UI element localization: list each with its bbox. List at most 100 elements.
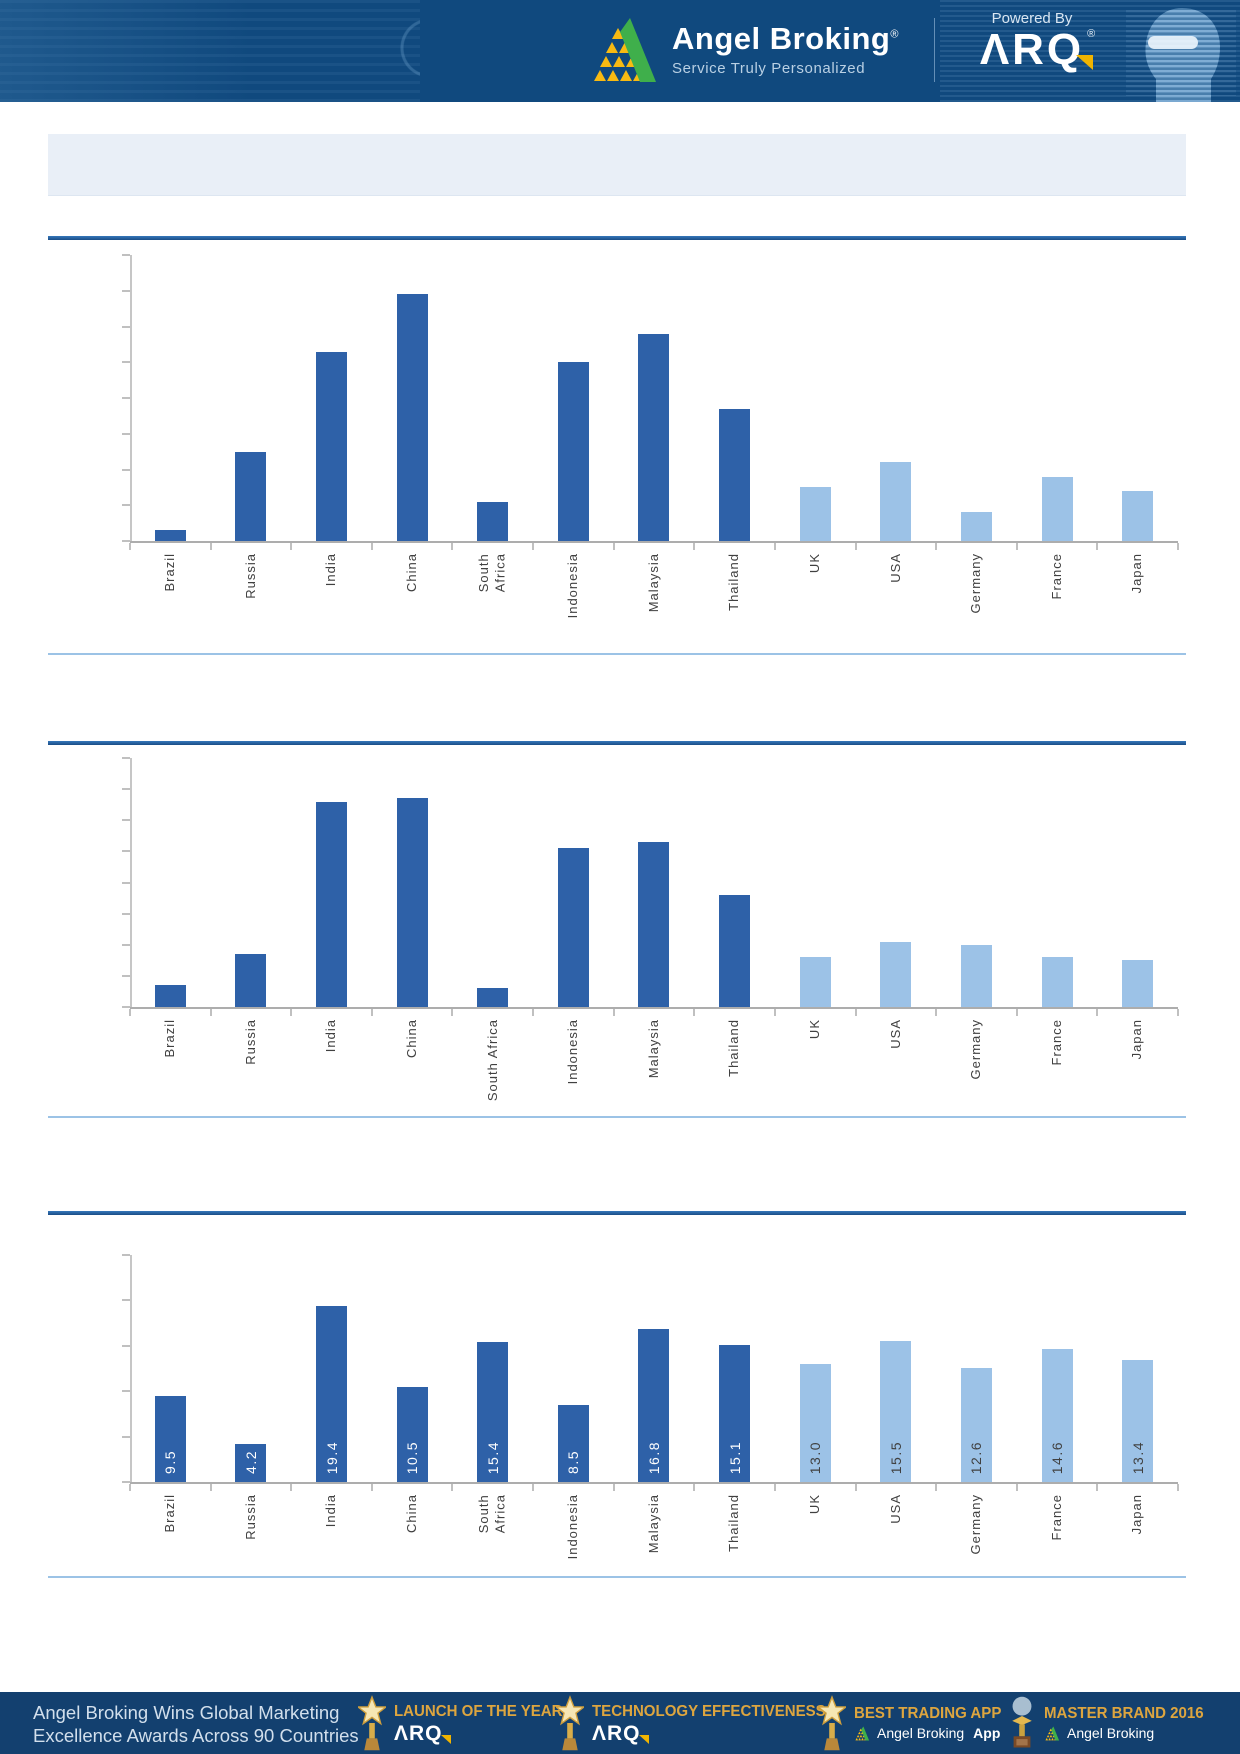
- x-label-slot: Russia: [211, 1488, 292, 1596]
- bar-slot: [533, 758, 614, 1007]
- y-axis-tick: [122, 850, 130, 853]
- star-trophy-icon-wrap: [358, 1695, 386, 1751]
- bar-slot: 12.6: [936, 1255, 1017, 1482]
- x-axis-tick: [1015, 1009, 1018, 1016]
- powered-by-label: Powered By: [991, 10, 1073, 27]
- angel-broking-mini-logo-wrap: [1044, 1725, 1061, 1741]
- x-axis-tick: [1096, 1484, 1099, 1491]
- x-axis-tick: [451, 1009, 454, 1016]
- value-label: 15.4: [484, 1440, 501, 1474]
- bars-container: [130, 255, 1178, 541]
- x-label-slot: France: [1017, 547, 1098, 655]
- bar-slot: [372, 758, 453, 1007]
- award-title: LAUNCH OF THE YEAR: [394, 1702, 563, 1720]
- registered-mark: ®: [890, 28, 899, 41]
- x-axis-tick: [451, 1484, 454, 1491]
- y-axis-tick: [122, 1481, 130, 1483]
- x-label-slot: Indonesia: [533, 547, 614, 655]
- x-axis-tick: [532, 1484, 535, 1491]
- y-axis-tick: [122, 1254, 130, 1256]
- bar-brazil: [154, 985, 186, 1007]
- bar-japan: 13.4: [1122, 1360, 1154, 1482]
- x-axis-label: Brazil: [162, 1019, 178, 1058]
- award-text: MASTER BRAND 2016 Angel Broking: [1044, 1705, 1214, 1741]
- arq-logo: ΛRQ ®: [980, 26, 1095, 73]
- x-label-slot: Thailand: [694, 547, 775, 655]
- arq-logo-small: ΛRQ: [394, 1721, 443, 1745]
- award-item: MASTER BRAND 2016 Angel Broking: [1008, 1695, 1214, 1751]
- bar-slot: [614, 758, 695, 1007]
- x-axis: [130, 541, 1178, 543]
- bar-india: [316, 351, 348, 541]
- x-label-slot: UK: [775, 547, 856, 655]
- brand-name-text: Angel Broking: [672, 20, 891, 56]
- bar-thailand: [719, 894, 751, 1007]
- arq-yellow-notch-icon: [1075, 55, 1093, 71]
- x-label-slot: India: [291, 1488, 372, 1596]
- award-item: LAUNCH OF THE YEAR ΛRQ: [358, 1695, 573, 1751]
- x-axis-tick: [693, 543, 696, 550]
- x-axis-tick: [773, 1484, 776, 1491]
- bar-china: 10.5: [396, 1386, 428, 1482]
- award-brand: ΛRQ: [592, 1723, 841, 1744]
- bar-slot: [694, 255, 775, 541]
- y-axis-tick: [122, 540, 130, 542]
- x-axis-label: Brazil: [162, 553, 178, 592]
- bar-slot: 16.8: [614, 1255, 695, 1482]
- x-label-slot: Thailand: [694, 1488, 775, 1596]
- x-label-slot: Germany: [936, 1488, 1017, 1596]
- award-text: LAUNCH OF THE YEAR ΛRQ: [394, 1703, 573, 1744]
- x-label-slot: South Africa: [452, 1488, 533, 1596]
- y-axis-tick: [122, 974, 130, 977]
- x-axis-label: Indonesia: [565, 553, 581, 619]
- bar-malaysia: [638, 842, 670, 1007]
- x-axis-tick: [290, 1484, 293, 1491]
- star-trophy-icon: [358, 1695, 386, 1751]
- y-axis-tick: [122, 432, 130, 435]
- x-label-slot: Japan: [1097, 547, 1178, 655]
- bar-usa: [880, 941, 912, 1007]
- bar-brazil: 9.5: [154, 1395, 186, 1482]
- x-axis-tick: [612, 1484, 615, 1491]
- x-label-slot: Malaysia: [614, 547, 695, 655]
- y-axis-tick: [122, 468, 130, 471]
- bar-indonesia: [557, 362, 589, 541]
- x-label-slot: USA: [855, 1488, 936, 1596]
- x-axis-label: Russia: [242, 1494, 258, 1540]
- x-axis-label: Russia: [242, 1019, 258, 1065]
- arq-logo-small: ΛRQ: [592, 1721, 641, 1745]
- footer-message-line-1: Angel Broking Wins Global Marketing: [33, 1702, 340, 1723]
- bar-slot: 14.6: [1017, 1255, 1098, 1482]
- bar-slot: 10.5: [372, 1255, 453, 1482]
- x-axis-label: India: [323, 1494, 339, 1528]
- angel-broking-mini-logo: [1045, 1725, 1060, 1741]
- bar-indonesia: [557, 848, 589, 1007]
- bar-chart-3: 9.5 4.2 19.4 10.5 15.4 8.5 16.8 15.1 13.0 15.5 12.…: [122, 1254, 1179, 1491]
- x-axis-tick: [693, 1484, 696, 1491]
- bar-slot: 4.2: [211, 1255, 292, 1482]
- bar-south-africa: [477, 501, 509, 541]
- x-axis-tick: [612, 543, 615, 550]
- arq-registered-mark: ®: [1087, 28, 1099, 40]
- x-label-slot: China: [372, 1488, 453, 1596]
- bar-uk: [799, 487, 831, 541]
- bar-russia: 4.2: [235, 1443, 267, 1482]
- x-axis-label: China: [404, 1019, 419, 1058]
- x-label-slot: Brazil: [130, 547, 211, 655]
- x-axis-tick: [209, 543, 212, 550]
- bar-chart-2-category-axis: Brazil Russia India China South Africa Indone…: [130, 1013, 1178, 1121]
- x-axis-tick: [129, 543, 131, 550]
- bar-france: 14.6: [1041, 1349, 1073, 1482]
- x-axis-label: China: [404, 1494, 419, 1533]
- y-axis: [130, 1255, 132, 1482]
- x-axis-label: Japan: [1129, 553, 1145, 594]
- angel-broking-mini-logo: [855, 1725, 870, 1741]
- value-label: 16.8: [645, 1440, 662, 1474]
- x-axis-tick: [532, 543, 535, 550]
- bar-thailand: 15.1: [719, 1344, 751, 1482]
- award-brand: Angel Broking App: [854, 1725, 1011, 1741]
- bar-slot: [452, 255, 533, 541]
- bar-slot: [291, 255, 372, 541]
- x-axis-label: Malaysia: [645, 1494, 661, 1554]
- x-label-slot: Germany: [936, 547, 1017, 655]
